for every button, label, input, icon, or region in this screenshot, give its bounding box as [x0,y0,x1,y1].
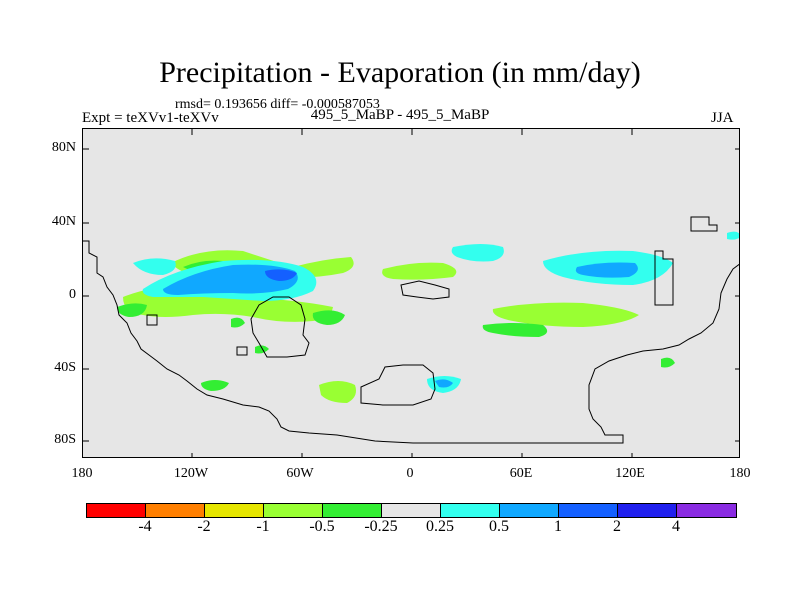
lon-label-180-right: 180 [729,466,751,481]
contour-blob [482,323,548,337]
coastline-africa [250,296,310,358]
colorbar-label: 4 [672,518,680,535]
colorbar-swatch [618,504,677,517]
contour-blob [117,303,147,317]
coastline-southern-landmass [360,364,436,406]
colorbar-swatch [87,504,146,517]
lon-label-120e: 120E [615,466,645,481]
colorbar-swatch [205,504,264,517]
colorbar-swatch [677,504,736,517]
lon-label-0: 0 [406,466,414,481]
colorbar-swatch [264,504,323,517]
lon-label-180-left: 180 [71,466,93,481]
stats-label: rmsd= 0.193656 diff= -0.000587053 [175,97,380,112]
coastline-notch [146,314,158,326]
lat-label-0: 0 [69,287,76,302]
contour-blob [201,380,229,391]
axis-ticks [83,129,739,457]
lat-label-80s: 80S [54,432,76,447]
contour-blob [319,381,356,403]
coastlines [83,216,739,444]
map-canvas [83,129,739,457]
contour-blob [435,379,453,388]
coastline-peninsula [400,280,450,300]
contour-blob [231,317,245,328]
contour-blob [727,231,739,240]
colorbar-label: 1 [554,518,562,535]
colorbar-label: 0.25 [426,518,454,535]
colorbar-label: -1 [256,518,270,535]
contour-blob [133,258,176,275]
contour-blob [492,302,639,327]
contour-blob [312,310,345,325]
contour-blob [661,357,675,368]
colorbar-swatch [382,504,441,517]
coastline-east-block [654,250,674,306]
contour-fills [117,231,739,403]
run-label: 495_5_MaBP - 495_5_MaBP [310,107,490,123]
season-label: JJA [711,110,734,126]
contour-blob [163,264,298,295]
lat-label-40n: 40N [51,214,76,229]
colorbar-label: 0.5 [489,518,509,535]
map-title: Precipitation - Evaporation (in mm/day) [159,56,641,89]
contour-blob [382,262,457,280]
coastline-south-america [83,240,739,444]
lon-label-60e: 60E [509,466,533,481]
colorbar-label: -0.25 [364,518,398,535]
colorbar-label: -4 [138,518,152,535]
colorbar [86,503,737,518]
colorbar-label: 2 [613,518,621,535]
colorbar-swatch [559,504,618,517]
lat-label-80n: 80N [51,140,76,155]
lon-label-60w: 60W [286,466,314,481]
colorbar-swatch [500,504,559,517]
colorbar-swatch [323,504,382,517]
experiment-label: Expt = teXVv1-teXVv [82,110,219,126]
colorbar-swatch [146,504,205,517]
colorbar-swatch [441,504,500,517]
lat-label-40s: 40S [54,360,76,375]
coastline-west-africa [236,346,248,356]
colorbar-label: -2 [197,518,211,535]
colorbar-label: -0.5 [309,518,335,535]
contour-blob [265,269,297,281]
contour-blob [255,345,269,354]
map-panel [82,128,740,458]
contour-blob [575,262,638,278]
coastline-northeast-island [690,216,718,232]
contour-blob [451,244,504,262]
lon-label-120w: 120W [173,466,209,481]
